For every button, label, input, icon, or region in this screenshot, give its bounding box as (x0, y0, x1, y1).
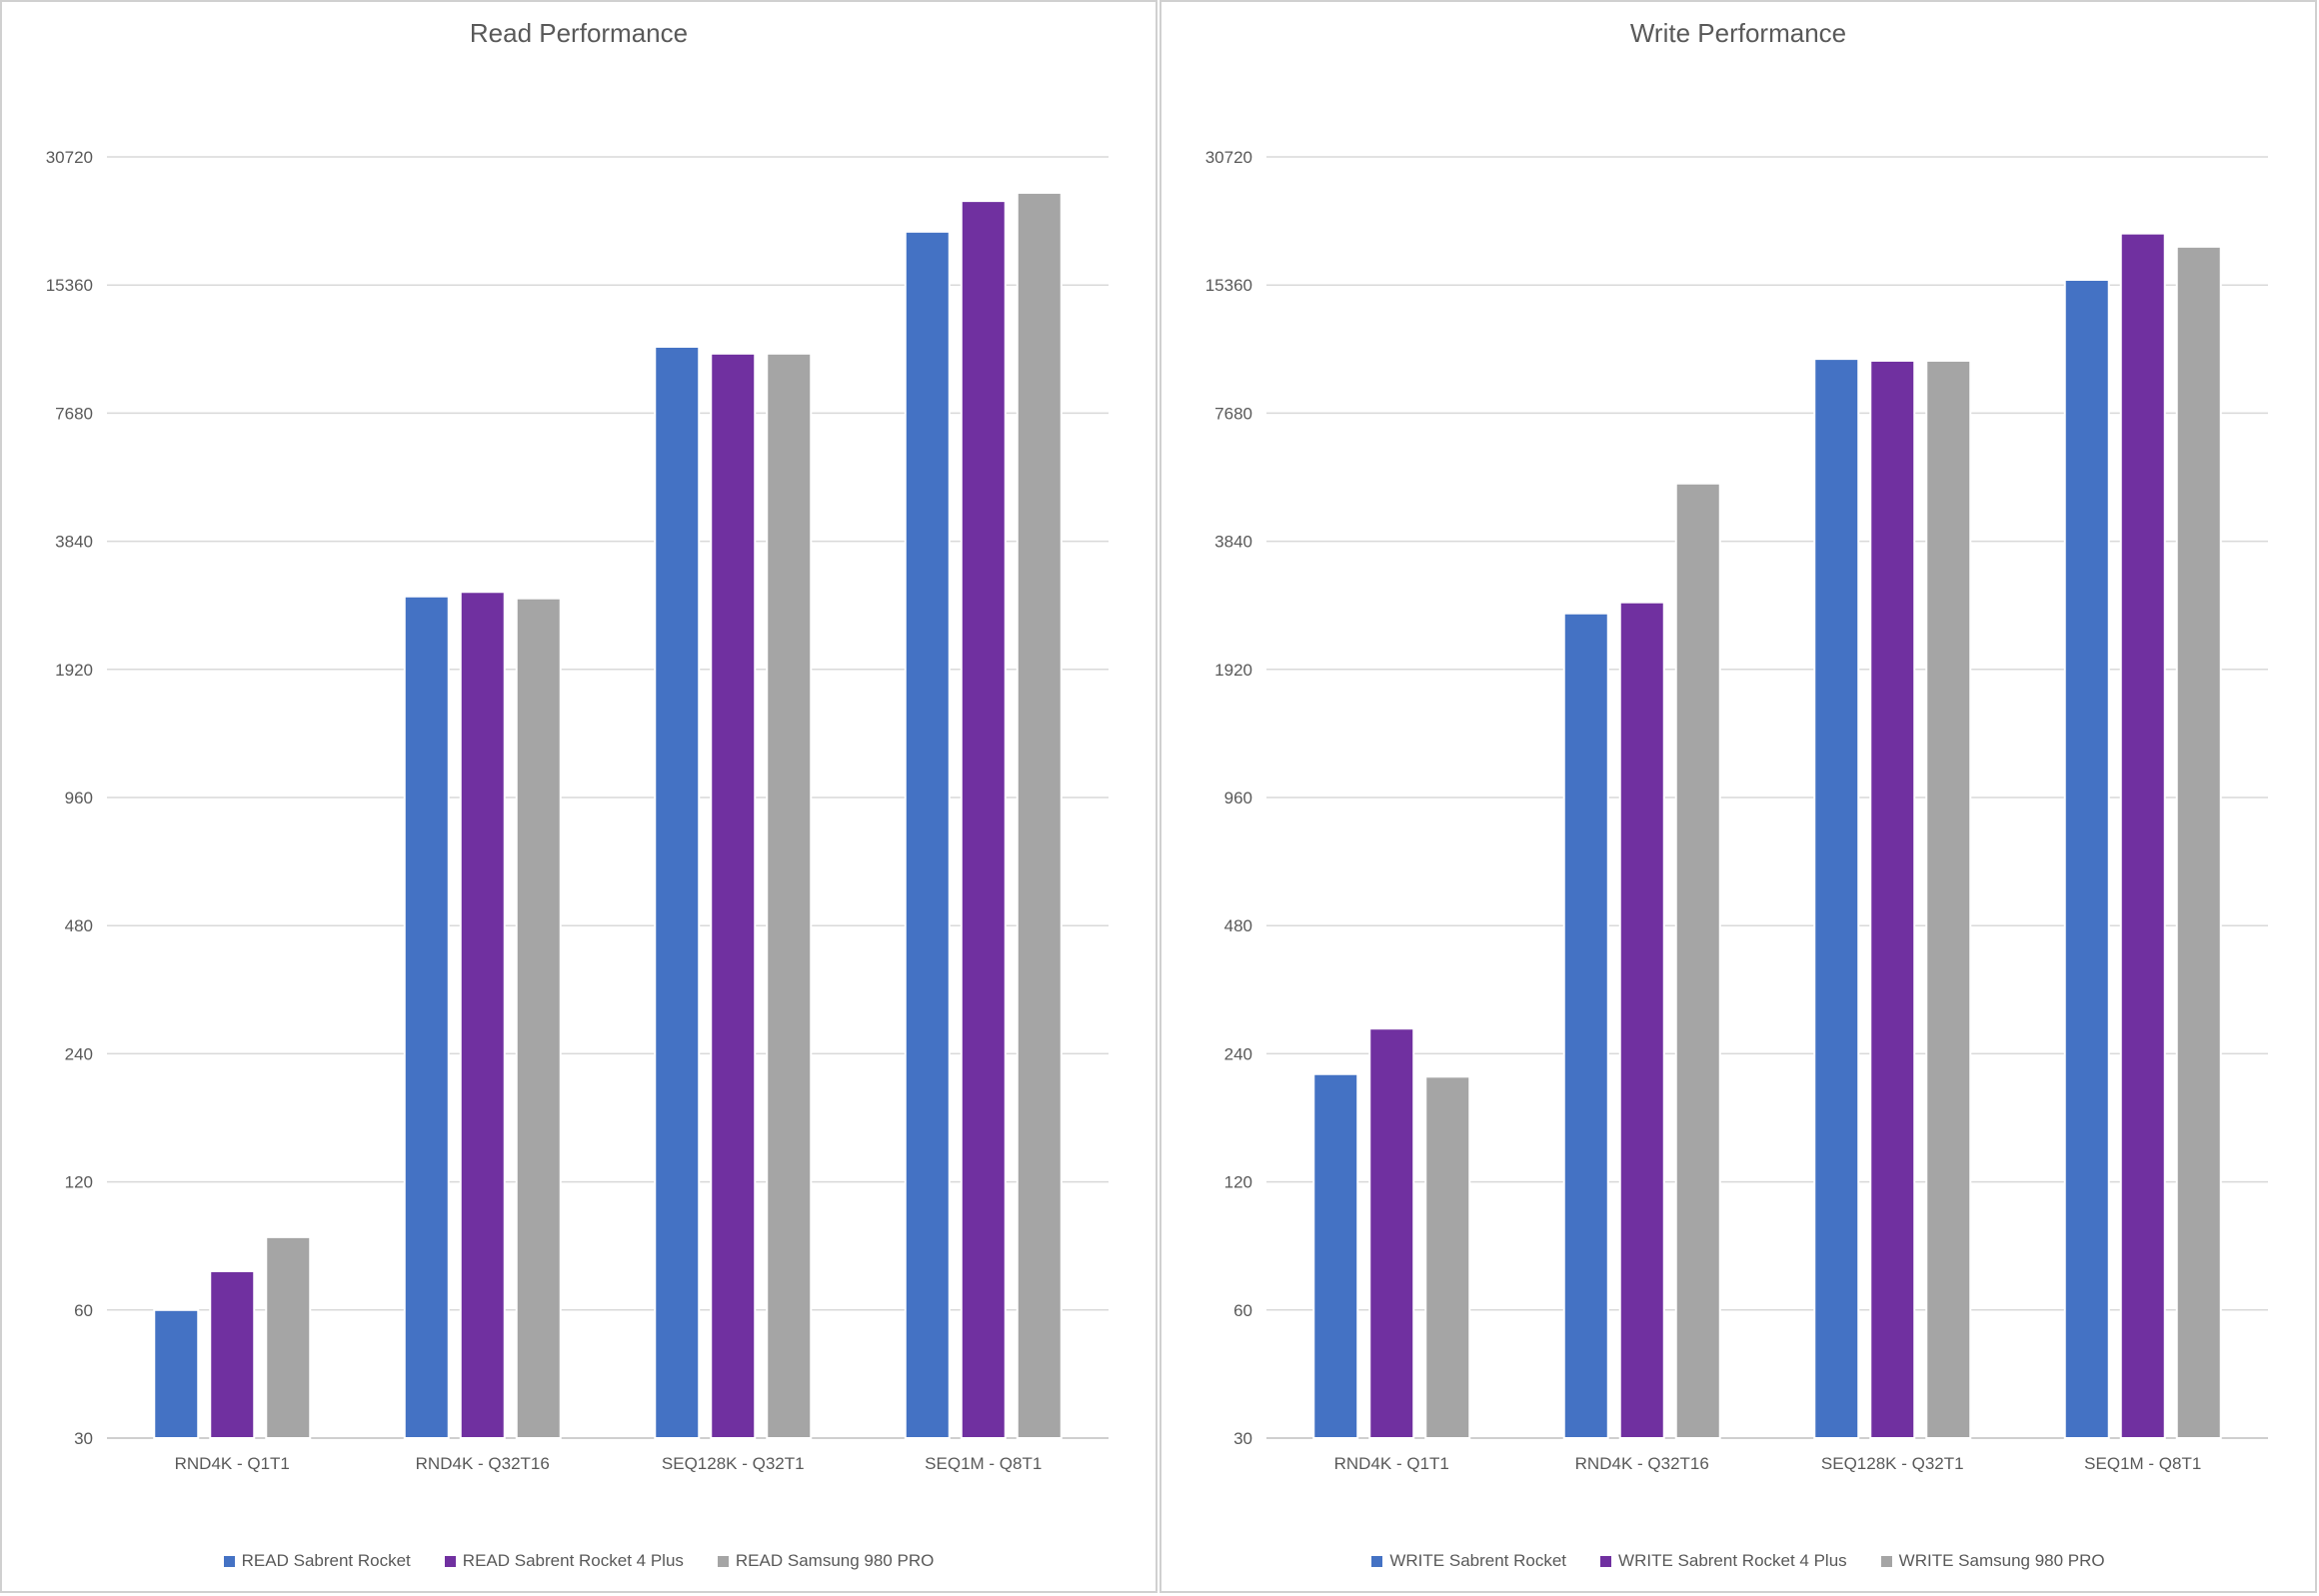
legend-swatch-blue (1371, 1555, 1383, 1567)
bar (766, 352, 813, 1439)
bar (265, 1235, 312, 1440)
y-tick-label: 60 (1233, 1301, 1252, 1320)
x-tick-label: RND4K - Q32T16 (1575, 1454, 1709, 1473)
bar (459, 591, 506, 1439)
bar (2175, 245, 2222, 1439)
x-tick-label: RND4K - Q1T1 (175, 1454, 290, 1473)
x-tick-label: RND4K - Q1T1 (1334, 1454, 1449, 1473)
y-tick-label: 30720 (1205, 148, 1252, 167)
x-tick-label: RND4K - Q32T16 (416, 1454, 550, 1473)
y-tick-label: 480 (1224, 916, 1252, 935)
legend-label: WRITE Sabrent Rocket (1389, 1551, 1567, 1570)
legend-label: READ Sabrent Rocket (241, 1551, 411, 1570)
read-plot-area: 30720 15360 7680 3840 1920 960 480 240 120 60 30 RN… (46, 148, 1109, 1473)
legend-label: WRITE Sabrent Rocket 4 Plus (1618, 1551, 1847, 1570)
bar (1312, 1072, 1359, 1439)
bar (654, 345, 701, 1439)
bar (1618, 601, 1665, 1439)
bar (960, 200, 1007, 1439)
bar (1562, 612, 1609, 1439)
y-tick-label: 960 (1224, 789, 1252, 807)
bar (1674, 482, 1721, 1439)
y-tick-label: 120 (65, 1173, 93, 1192)
y-tick-label: 15360 (1205, 276, 1252, 295)
bar (1925, 359, 1972, 1439)
y-tick-label: 30 (1233, 1429, 1252, 1448)
legend-label: READ Samsung 980 PRO (735, 1551, 935, 1570)
legend-swatch-purple (1600, 1555, 1612, 1567)
y-tick-label: 60 (74, 1301, 93, 1320)
y-tick-label: 240 (1224, 1044, 1252, 1063)
bar (403, 595, 450, 1439)
legend-swatch-blue (223, 1555, 235, 1567)
read-performance-chart: Read Performance 30720 15360 7680 3840 1920 9… (0, 0, 1158, 1593)
legend-label: READ Sabrent Rocket 4 Plus (462, 1551, 684, 1570)
y-tick-label: 3840 (1214, 533, 1252, 552)
legend-swatch-purple (444, 1555, 456, 1567)
x-tick-label: SEQ128K - Q32T1 (1821, 1454, 1964, 1473)
write-plot-area: 30720 15360 7680 3840 1920 960 480 240 120 60 30 RN… (1205, 148, 2268, 1473)
bar (209, 1270, 256, 1440)
legend: READ Sabrent Rocket READ Sabrent Rocket … (2, 1551, 1156, 1571)
bar (904, 230, 951, 1440)
bar (2063, 278, 2110, 1439)
y-tick-label: 1920 (1214, 661, 1252, 680)
x-tick-label: SEQ1M - Q8T1 (925, 1454, 1042, 1473)
legend-swatch-gray (717, 1555, 729, 1567)
x-tick-label: SEQ1M - Q8T1 (2084, 1454, 2201, 1473)
y-tick-label: 3840 (55, 533, 93, 552)
legend-item: READ Sabrent Rocket (223, 1551, 411, 1571)
legend-item: WRITE Sabrent Rocket (1371, 1551, 1566, 1571)
legend-item: READ Sabrent Rocket 4 Plus (444, 1551, 684, 1571)
bar (1424, 1075, 1471, 1440)
legend: WRITE Sabrent Rocket WRITE Sabrent Rocke… (1161, 1551, 2315, 1571)
bar (1869, 359, 1916, 1439)
bar (515, 597, 562, 1439)
bar (153, 1308, 200, 1440)
y-tick-label: 30720 (46, 148, 93, 167)
legend-item: WRITE Samsung 980 PRO (1880, 1551, 2105, 1571)
bar (1813, 358, 1860, 1439)
legend-swatch-gray (1880, 1555, 1892, 1567)
y-tick-label: 120 (1224, 1173, 1252, 1192)
chart-title: Read Performance (469, 18, 689, 48)
y-tick-label: 7680 (55, 404, 93, 423)
y-tick-label: 240 (65, 1044, 93, 1063)
y-tick-label: 15360 (46, 276, 93, 295)
y-tick-label: 1920 (55, 661, 93, 680)
bar (1368, 1027, 1415, 1440)
y-tick-label: 7680 (1214, 404, 1252, 423)
legend-label: WRITE Samsung 980 PRO (1898, 1551, 2105, 1570)
legend-item: READ Samsung 980 PRO (717, 1551, 935, 1571)
legend-item: WRITE Sabrent Rocket 4 Plus (1600, 1551, 1847, 1571)
write-performance-chart: Write Performance 30720 15360 7680 3840 1920… (1160, 0, 2317, 1593)
y-tick-label: 480 (65, 916, 93, 935)
y-tick-label: 960 (65, 789, 93, 807)
bar (2119, 232, 2166, 1439)
y-tick-label: 30 (74, 1429, 93, 1448)
chart-title: Write Performance (1629, 18, 1847, 48)
bar (1016, 191, 1063, 1439)
x-tick-label: SEQ128K - Q32T1 (662, 1454, 805, 1473)
bar (710, 352, 757, 1439)
